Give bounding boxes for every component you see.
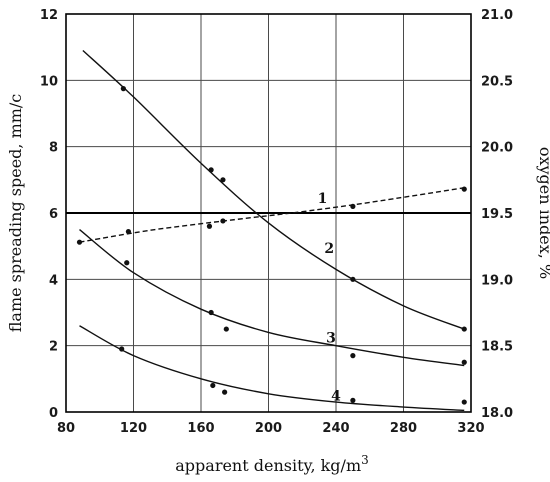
data-point-series-1 (206, 223, 213, 229)
data-point-series-3 (350, 353, 356, 359)
y-tick-label-right: 21.0 (481, 8, 513, 23)
x-tick-label: 200 (255, 421, 282, 436)
y-tick-label-left: 12 (40, 8, 58, 23)
data-point-series-2 (120, 86, 126, 92)
tick-labels: 80 120 160 200 240 280 32002468101218.018.519.… (40, 8, 513, 436)
curve-label-2: 2 (324, 241, 334, 257)
series-line-4 (79, 325, 465, 412)
plot-border (65, 13, 472, 413)
y-tick-label-right: 20.5 (481, 74, 513, 89)
data-point-series-3 (223, 326, 229, 332)
y-tick-label-right: 18.5 (481, 340, 513, 355)
plot-frame (65, 13, 472, 413)
y-tick-label-right: 19.0 (481, 273, 513, 288)
series-group (76, 49, 467, 412)
x-tick-label: 160 (187, 421, 214, 436)
data-point-series-2 (208, 167, 214, 173)
y-tick-label-left: 2 (49, 340, 58, 355)
data-point-series-4 (461, 399, 467, 405)
x-tick-label: 240 (322, 421, 349, 436)
y-tick-label-left: 10 (40, 74, 58, 89)
y-tick-label-left: 6 (49, 207, 58, 222)
data-point-series-1 (76, 239, 83, 245)
curve-label-3: 3 (326, 330, 336, 346)
curve-label-1: 1 (318, 191, 328, 207)
y-tick-label-right: 18.0 (481, 406, 513, 421)
data-point-series-4 (350, 397, 356, 403)
y-tick-label-left: 0 (49, 406, 58, 421)
data-point-series-2 (461, 326, 467, 332)
data-point-series-4 (119, 346, 125, 352)
y-tick-label-right: 20.0 (481, 141, 513, 156)
x-tick-label: 120 (120, 421, 147, 436)
data-point-series-2 (350, 276, 356, 282)
x-tick-label: 80 (57, 421, 75, 436)
data-point-series-1 (461, 186, 467, 192)
series-line-2 (82, 49, 465, 330)
data-point-series-3 (124, 260, 130, 266)
x-axis-title: apparent density, kg/m3 (175, 453, 369, 475)
y-axis-title-right: oxygen index, % (536, 147, 550, 279)
y-tick-label-right: 19.5 (481, 207, 513, 222)
data-point-series-3 (461, 359, 467, 365)
y-tick-label-left: 8 (49, 141, 58, 156)
curve-label-4: 4 (331, 388, 341, 404)
data-point-series-1 (220, 218, 226, 224)
data-point-series-1 (125, 228, 132, 235)
data-point-series-3 (208, 309, 214, 316)
x-tick-label: 320 (457, 421, 484, 436)
data-point-series-1 (350, 203, 356, 209)
data-point-series-2 (220, 177, 226, 183)
data-point-series-4 (222, 389, 228, 395)
y-tick-label-left: 4 (49, 273, 58, 288)
curve-labels: 1 2 3 4 (318, 191, 342, 404)
series-line-1 (79, 187, 465, 243)
y-axis-title-left: flame spreading speed, mm/c (6, 94, 25, 333)
data-point-series-4 (210, 382, 216, 389)
series-line-3 (79, 229, 465, 367)
x-tick-label: 280 (390, 421, 417, 436)
